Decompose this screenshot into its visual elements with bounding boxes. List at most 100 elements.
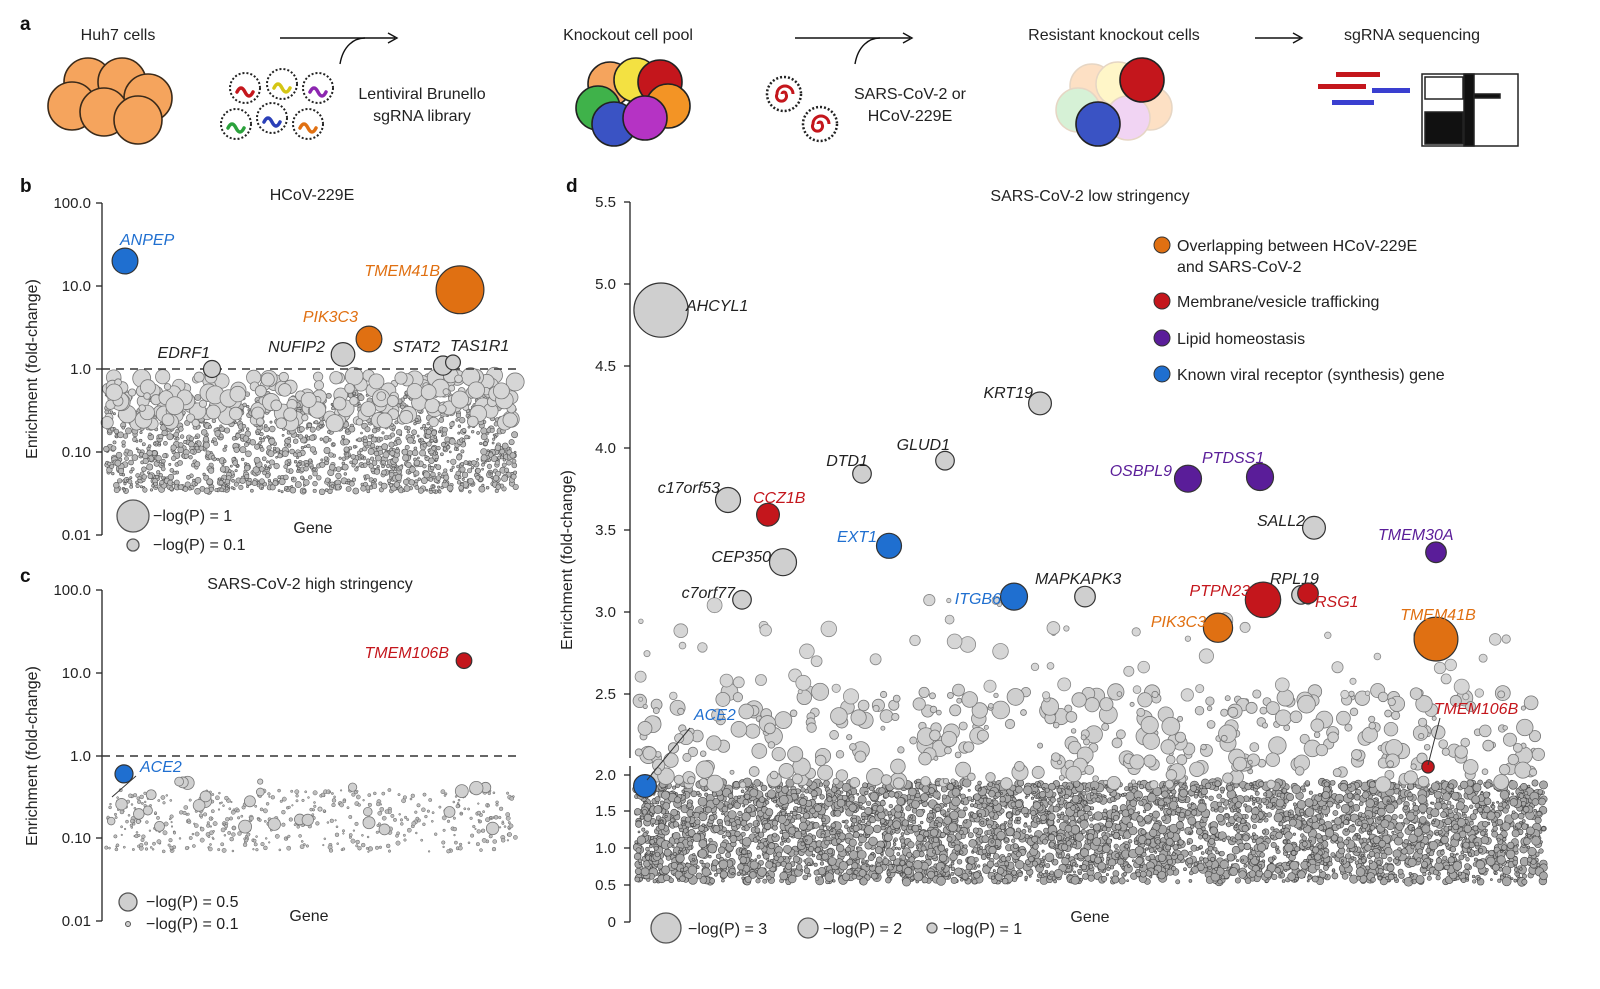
gene-point-d-ptdss1 xyxy=(1245,462,1275,492)
panel-d-size-legend-label: −log(P) = 2 xyxy=(823,921,902,938)
gene-point-d-mapkapk3 xyxy=(1074,585,1096,608)
panel-d-tick: 2.0 xyxy=(595,767,616,784)
panel-d-tick: 1.5 xyxy=(595,803,616,820)
gene-point-d-ace2 xyxy=(632,773,657,798)
panel-c-size-legend-label: −log(P) = 0.1 xyxy=(146,916,239,933)
gene-label-d-tmem41b: TMEM41B xyxy=(1400,607,1476,624)
panel-d-size-legend-label: −log(P) = 3 xyxy=(688,921,767,938)
legend-swatch-membrane xyxy=(1153,292,1171,310)
gene-label-d-krt19: KRT19 xyxy=(983,385,1033,402)
gene-label-d-sall2: SALL2 xyxy=(1257,513,1305,530)
panel-b-tick: 10.0 xyxy=(62,278,91,295)
library-label-line2: sgRNA library xyxy=(373,108,471,125)
gene-point-d-tmem106b xyxy=(1421,759,1435,774)
panel-b-size-legend-large xyxy=(116,499,150,533)
gene-label-d-c17orf53: c17orf53 xyxy=(658,480,720,497)
gene-label-b-pik3c3: PIK3C3 xyxy=(303,309,358,326)
panel-c-y-ticks xyxy=(96,589,102,922)
lentivirus-library-icon xyxy=(220,68,334,140)
gene-label-c-ace2: ACE2 xyxy=(139,759,182,776)
gene-label-b-tmem41b: TMEM41B xyxy=(364,263,440,280)
panel-d-tick: 5.0 xyxy=(595,276,616,293)
virus-icon xyxy=(765,75,839,143)
panel-b-tick: 0.10 xyxy=(62,444,91,461)
virus-label-line2: HCoV-229E xyxy=(868,108,953,125)
gene-label-d-osbpl9: OSBPL9 xyxy=(1110,463,1172,480)
panel-b-background-points xyxy=(100,366,525,496)
panel-b-tick: 1.0 xyxy=(70,361,91,378)
legend-label-membrane: Membrane/vesicle trafficking xyxy=(1177,294,1379,311)
panel-c-size-legend-label: −log(P) = 0.5 xyxy=(146,894,239,911)
gene-label-b-anpep: ANPEP xyxy=(119,232,175,249)
step-resistant-cells-label: Resistant knockout cells xyxy=(1028,27,1200,44)
panel-b: b HCoV-229E 100.0 10.0 1.0 0.10 0.01 Enr… xyxy=(20,176,518,554)
panel-b-size-legend-label: −log(P) = 1 xyxy=(153,508,232,525)
panel-b-size-legend-small xyxy=(126,538,140,552)
gene-point-d-cep350 xyxy=(768,548,798,577)
gene-point-d-rsg1 xyxy=(1297,582,1319,605)
panel-c-x-label: Gene xyxy=(289,908,328,925)
gene-point-d-tmem41b xyxy=(1413,616,1459,662)
legend-label-lipid: Lipid homeostasis xyxy=(1177,331,1305,348)
panel-d-tick: 4.0 xyxy=(595,440,616,457)
gene-point-d-ahcyl1 xyxy=(633,282,689,338)
panel-d-tick: 1.0 xyxy=(595,840,616,857)
panel-d-background-points xyxy=(632,594,1548,887)
gene-label-d-rsg1: RSG1 xyxy=(1315,594,1359,611)
panel-d-title: SARS-CoV-2 low stringency xyxy=(990,188,1189,205)
panel-d-tick: 3.0 xyxy=(595,604,616,621)
gene-point-d-sall2 xyxy=(1301,515,1326,540)
panel-c-tick: 10.0 xyxy=(62,665,91,682)
panel-d-size-legend-small xyxy=(926,922,938,934)
highlighted-gene-marks: ANPEP TMEM41B PIK3C3 NUFIP2 EDRF1 STAT2 TAS1R1… xyxy=(111,232,1519,798)
panel-c: c SARS-CoV-2 high stringency 100.0 10.0 … xyxy=(20,566,518,933)
leader-line-d-tmem106b xyxy=(1427,717,1441,766)
panel-d-tick: 0 xyxy=(608,914,616,931)
gene-point-d-osbpl9 xyxy=(1173,464,1203,493)
panel-b-x-label: Gene xyxy=(293,520,332,537)
panel-b-tick: 100.0 xyxy=(53,195,91,212)
gene-point-b-tas1r1 xyxy=(445,354,462,371)
panel-d-size-legend-medium xyxy=(797,917,819,939)
panel-d-letter: d xyxy=(566,176,578,197)
gene-point-b-tmem41b xyxy=(435,265,485,315)
gene-point-b-anpep xyxy=(111,247,139,275)
panel-c-background-points xyxy=(104,775,518,854)
gene-label-d-ptdss1: PTDSS1 xyxy=(1202,450,1264,467)
gene-point-d-krt19 xyxy=(1027,391,1052,416)
library-label-line1: Lentiviral Brunello xyxy=(358,86,485,103)
panel-c-tick: 1.0 xyxy=(70,748,91,765)
gene-point-d-tmem30a xyxy=(1425,541,1447,564)
gene-label-d-ext1: EXT1 xyxy=(837,529,877,546)
legend-label-receptor: Known viral receptor (synthesis) gene xyxy=(1177,367,1445,384)
panel-b-letter: b xyxy=(20,176,32,197)
gene-point-d-ext1 xyxy=(875,532,903,559)
step-sequencing-label: sgRNA sequencing xyxy=(1344,27,1480,44)
legend-swatch-lipid xyxy=(1153,329,1171,347)
panel-a: a Huh7 cells Lentiviral B xyxy=(20,14,1519,147)
panel-c-tick: 0.01 xyxy=(62,913,91,930)
gene-point-b-edrf1 xyxy=(202,359,222,379)
step-huh7-label: Huh7 cells xyxy=(81,27,156,44)
legend-label-overlap-line2: and SARS-CoV-2 xyxy=(1177,259,1302,276)
gene-label-d-c7orf77: c7orf77 xyxy=(682,585,736,602)
gene-point-d-c7orf77 xyxy=(732,589,752,610)
gene-point-d-dtd1 xyxy=(852,463,872,484)
panel-b-tick: 0.01 xyxy=(62,527,91,544)
gene-label-b-edrf1: EDRF1 xyxy=(158,345,210,362)
gene-point-d-itgb6 xyxy=(999,582,1029,611)
gene-point-b-pik3c3 xyxy=(355,325,383,353)
leader-line-c-ace2 xyxy=(111,775,137,798)
gene-point-d-ccz1b xyxy=(755,502,780,527)
gene-point-d-glud1 xyxy=(935,450,955,471)
gene-label-d-itgb6: ITGB6 xyxy=(955,591,1001,608)
gene-label-d-ccz1b: CCZ1B xyxy=(753,490,806,507)
panel-b-size-legend-label: −log(P) = 0.1 xyxy=(153,537,246,554)
gene-point-b-nufip2 xyxy=(330,342,356,367)
panel-c-tick: 100.0 xyxy=(53,582,91,599)
panel-b-title: HCoV-229E xyxy=(270,187,355,204)
panel-d-tick: 0.5 xyxy=(595,877,616,894)
gene-point-c-tmem106b xyxy=(455,652,473,670)
gene-label-d-ahcyl1: AHCYL1 xyxy=(685,298,748,315)
